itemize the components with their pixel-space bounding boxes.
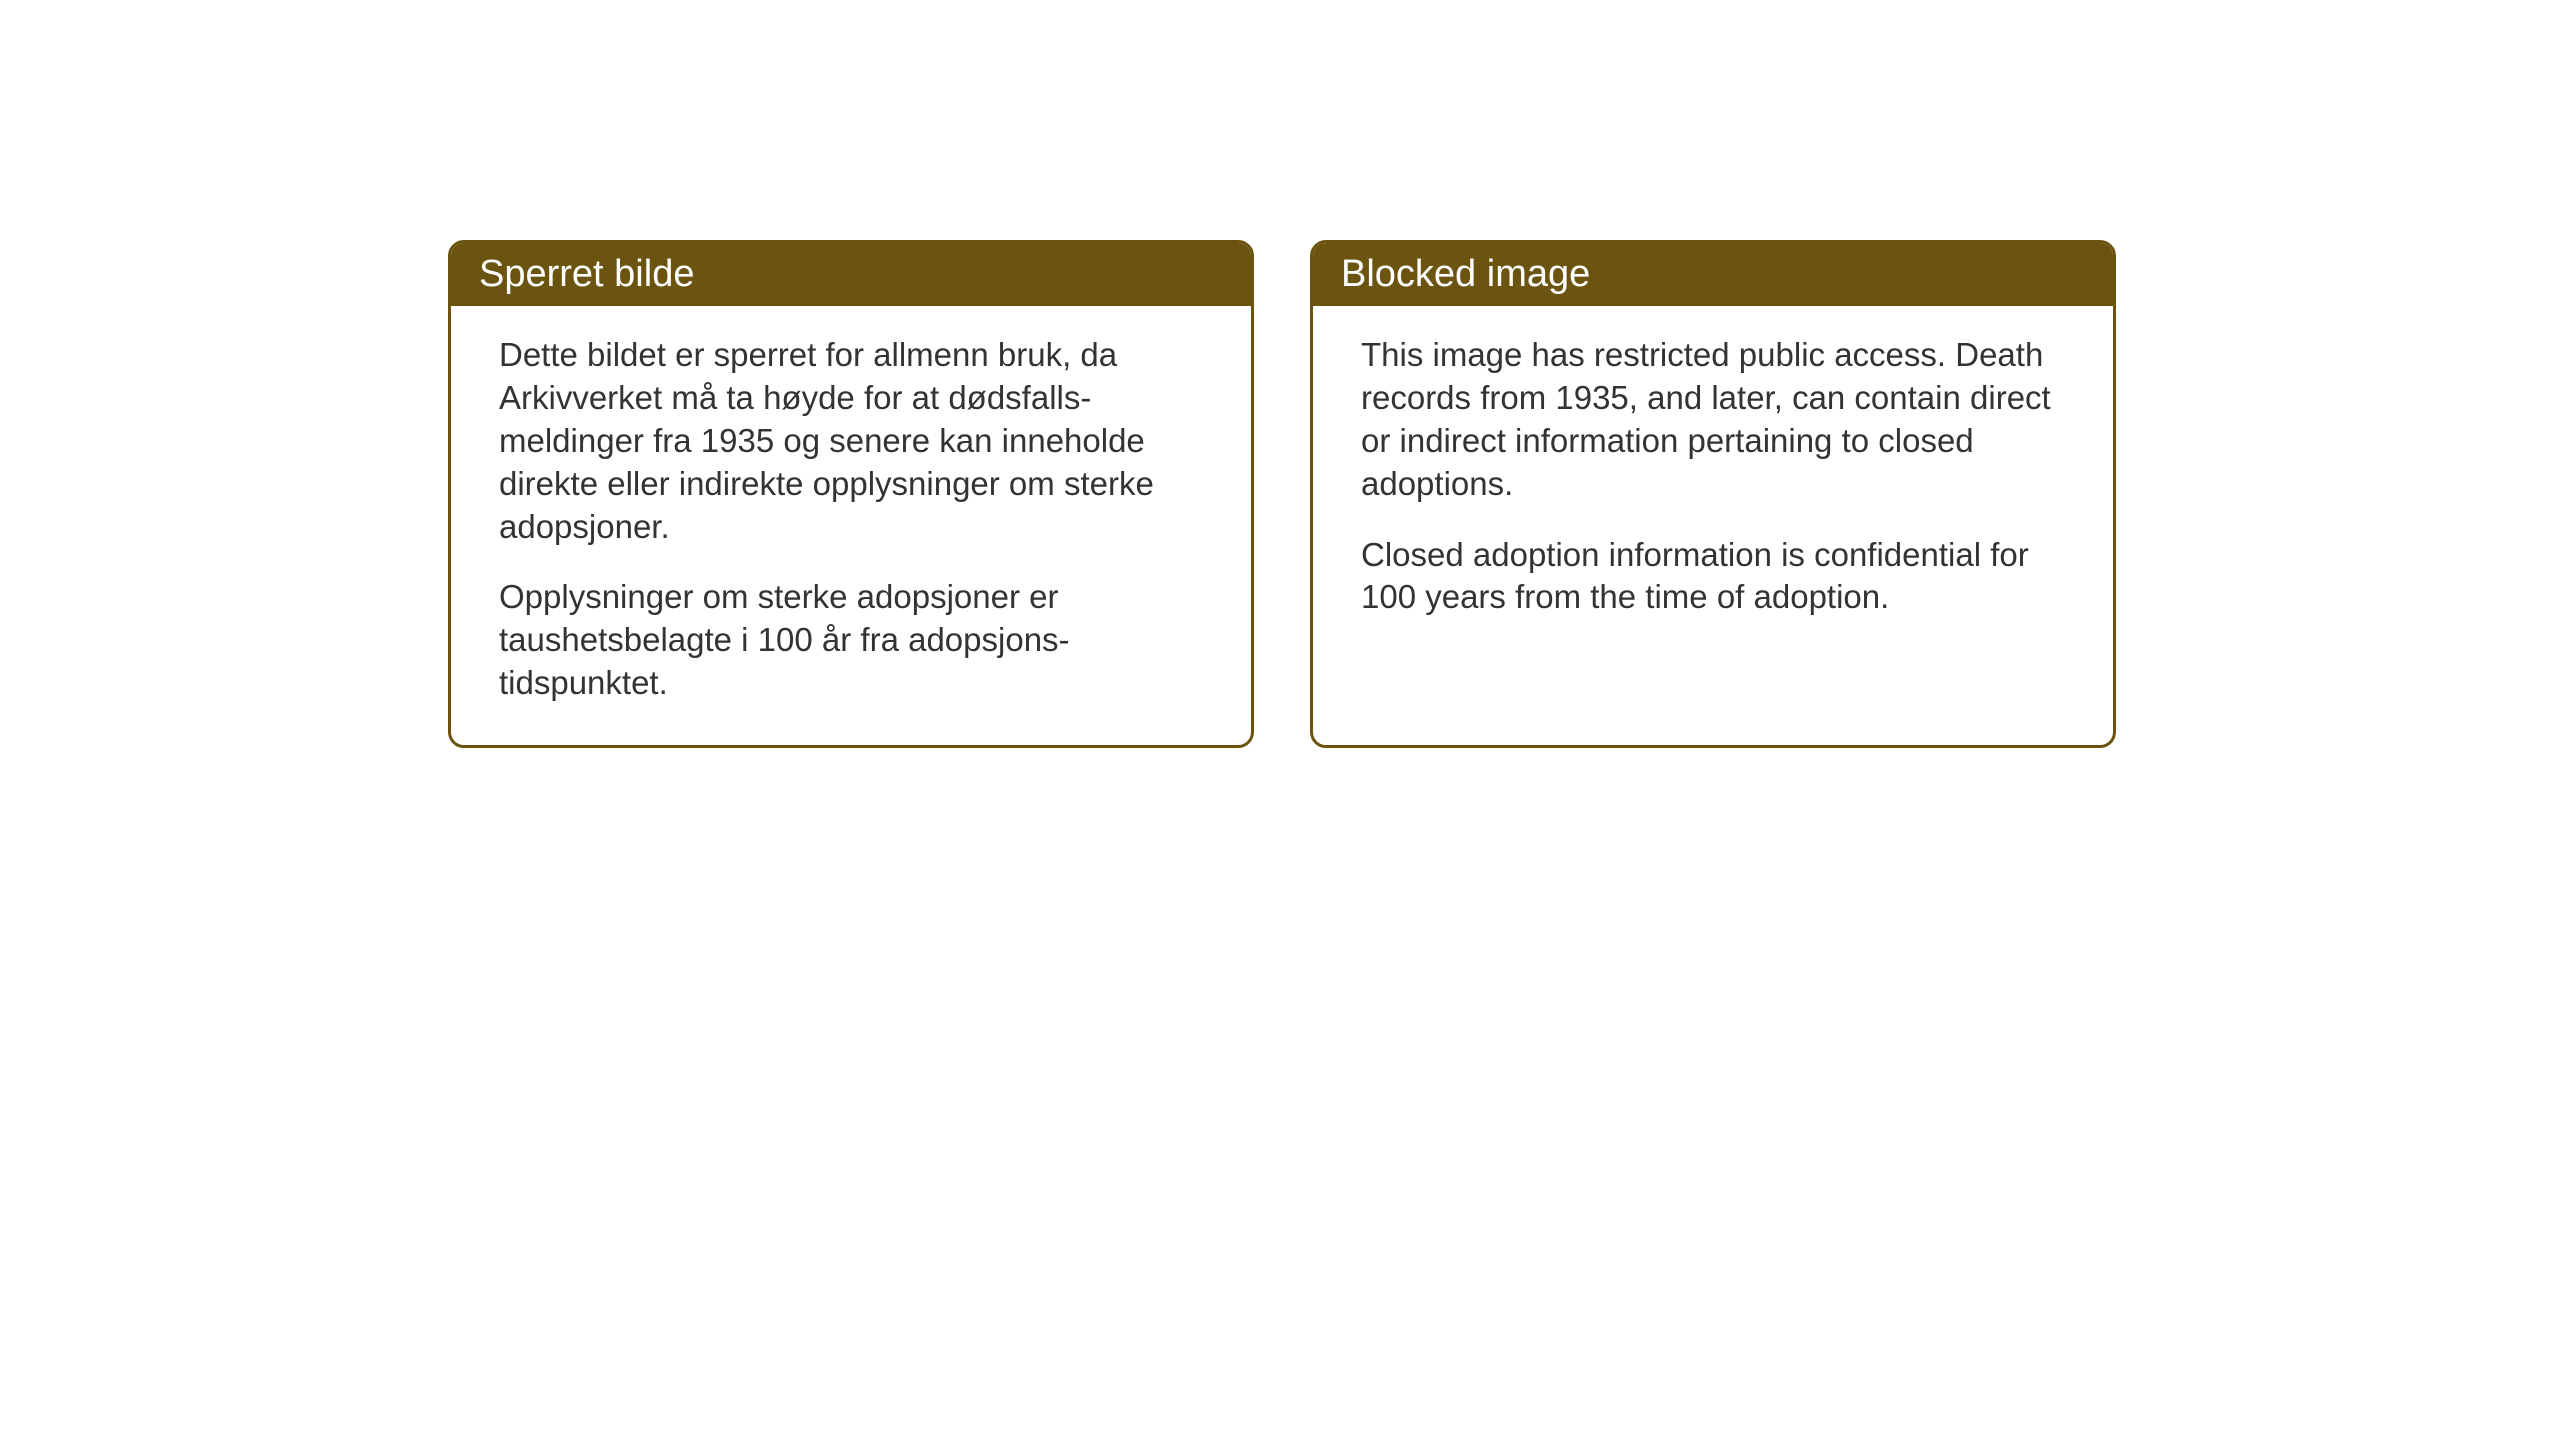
english-card-header: Blocked image bbox=[1313, 243, 2113, 306]
norwegian-paragraph-2: Opplysninger om sterke adopsjoner er tau… bbox=[499, 576, 1203, 705]
norwegian-card-title: Sperret bilde bbox=[479, 253, 694, 295]
cards-container: Sperret bilde Dette bildet er sperret fo… bbox=[448, 240, 2116, 748]
english-paragraph-1: This image has restricted public access.… bbox=[1361, 334, 2065, 506]
english-card-body: This image has restricted public access.… bbox=[1313, 306, 2113, 659]
english-card-title: Blocked image bbox=[1341, 253, 1590, 295]
norwegian-card-body: Dette bildet er sperret for allmenn bruk… bbox=[451, 306, 1251, 745]
norwegian-card: Sperret bilde Dette bildet er sperret fo… bbox=[448, 240, 1254, 748]
norwegian-card-header: Sperret bilde bbox=[451, 243, 1251, 306]
english-card: Blocked image This image has restricted … bbox=[1310, 240, 2116, 748]
english-paragraph-2: Closed adoption information is confident… bbox=[1361, 534, 2065, 620]
norwegian-paragraph-1: Dette bildet er sperret for allmenn bruk… bbox=[499, 334, 1203, 548]
